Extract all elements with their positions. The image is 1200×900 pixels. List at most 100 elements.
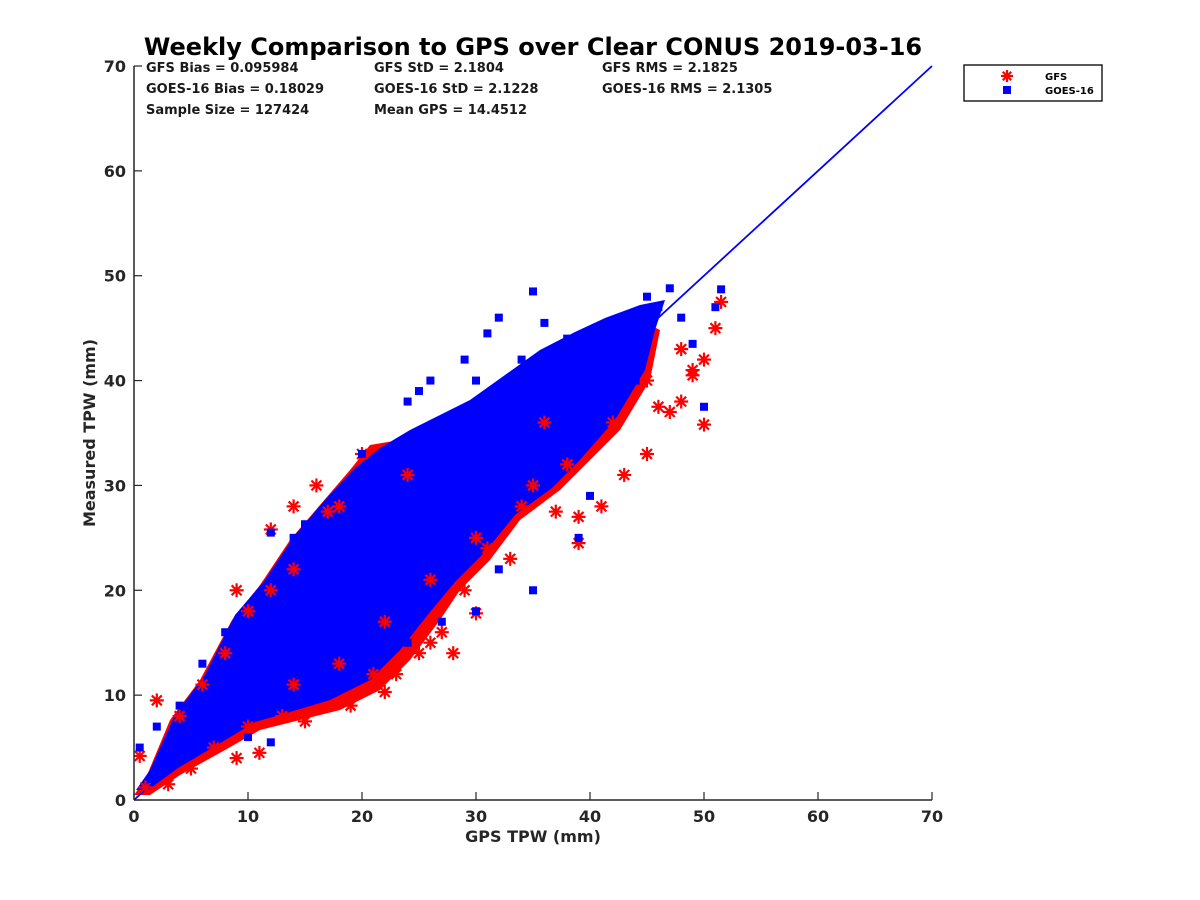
goes16-point [540, 318, 549, 327]
gfs-point [149, 693, 164, 708]
gfs-point [651, 399, 666, 414]
gfs-point [377, 614, 392, 629]
goes16-point [437, 617, 446, 626]
goes16-point [677, 313, 686, 322]
stat-text: Mean GPS = 14.4512 [374, 103, 527, 118]
stat-text: GOES-16 RMS = 2.1305 [602, 82, 772, 97]
y-tick-label: 50 [104, 267, 126, 286]
goes16-point [631, 376, 640, 385]
goes16-point [312, 649, 321, 658]
goes16-point [460, 355, 469, 364]
gfs-point [640, 373, 654, 388]
gfs-point [286, 562, 301, 577]
stat-text: GFS Bias = 0.095984 [146, 61, 299, 76]
goes16-point [198, 659, 207, 668]
y-tick-label: 20 [104, 581, 126, 600]
goes16-point [717, 285, 726, 294]
gfs-point [263, 583, 278, 598]
goes16-point [483, 329, 492, 338]
x-tick-label: 50 [693, 807, 715, 826]
gfs-point [674, 394, 689, 409]
gfs-point [537, 415, 552, 430]
gfs-point [161, 777, 176, 792]
gfs-point [286, 677, 301, 692]
gfs-point [423, 572, 438, 587]
gfs-point [184, 761, 198, 776]
legend-marker-gfs [1001, 70, 1013, 82]
goes16-point [529, 586, 537, 595]
y-axis-label: Measured TPW (mm) [80, 339, 99, 527]
gfs-point [320, 504, 335, 519]
gfs-point [640, 446, 654, 461]
gfs-point [229, 583, 244, 598]
goes16-point [517, 355, 526, 364]
gfs-point [298, 714, 312, 729]
goes16-point [437, 449, 446, 458]
goes16-point [175, 701, 184, 710]
stat-text: GFS RMS = 2.1825 [602, 61, 738, 76]
gfs-point [241, 604, 255, 619]
y-tick-label: 40 [104, 372, 126, 391]
goes16-point [643, 292, 651, 301]
gfs-point [332, 499, 347, 514]
gfs-point [457, 583, 472, 598]
goes16-point [266, 738, 275, 747]
x-tick-label: 0 [128, 807, 139, 826]
gfs-point [662, 405, 677, 420]
gfs-point [685, 368, 700, 383]
stat-text: GOES-16 Bias = 0.18029 [146, 82, 324, 97]
goes16-point [369, 502, 378, 511]
goes16-point [597, 334, 606, 343]
stat-text: GFS StD = 2.1804 [374, 61, 504, 76]
gfs-point [434, 625, 449, 640]
goes16-point [654, 303, 663, 312]
gfs-point [514, 499, 529, 514]
gfs-point [218, 646, 233, 661]
y-tick-label: 0 [115, 791, 126, 810]
gfs-point [446, 646, 461, 661]
goes16-point [586, 491, 594, 500]
goes16-point [403, 638, 412, 647]
x-tick-label: 60 [807, 807, 829, 826]
goes16-point [574, 533, 583, 542]
goes16-point [472, 376, 480, 385]
gfs-point [697, 352, 711, 367]
gfs-point [241, 719, 255, 734]
goes16-point [244, 733, 252, 742]
gfs-point [252, 745, 267, 760]
gfs-point [138, 780, 153, 795]
gfs-point [708, 321, 723, 336]
x-tick-label: 30 [465, 807, 487, 826]
legend-label-goes16: GOES-16 [1045, 86, 1094, 97]
goes16-point [506, 376, 515, 385]
goes16-point [164, 764, 173, 773]
goes16-point [494, 313, 503, 322]
gfs-point [195, 677, 210, 692]
goes16-point [700, 402, 708, 411]
legend-label-gfs: GFS [1045, 72, 1067, 83]
goes16-point [358, 449, 366, 458]
gfs-point [275, 709, 290, 724]
goes16-point [301, 520, 309, 529]
goes16-point [688, 339, 697, 348]
goes16-point [472, 607, 480, 616]
goes16-point [494, 565, 503, 574]
goes16-point [620, 313, 629, 322]
x-tick-label: 70 [921, 807, 943, 826]
gfs-point [617, 467, 632, 482]
gfs-point [423, 635, 438, 650]
gfs-point [503, 551, 518, 566]
gfs-point [526, 478, 540, 493]
x-tick-label: 10 [237, 807, 259, 826]
goes16-point [529, 287, 537, 296]
legend-box [963, 64, 1103, 102]
gfs-point [571, 509, 586, 524]
gfs-point [332, 656, 347, 671]
gfs-point [172, 709, 187, 724]
goes16-point [551, 355, 560, 364]
goes16-point [255, 602, 264, 611]
legend: GFS GOES-16 [963, 64, 1103, 102]
reference-line-1to1 [133, 65, 933, 801]
stat-text: GOES-16 StD = 2.1228 [374, 82, 538, 97]
